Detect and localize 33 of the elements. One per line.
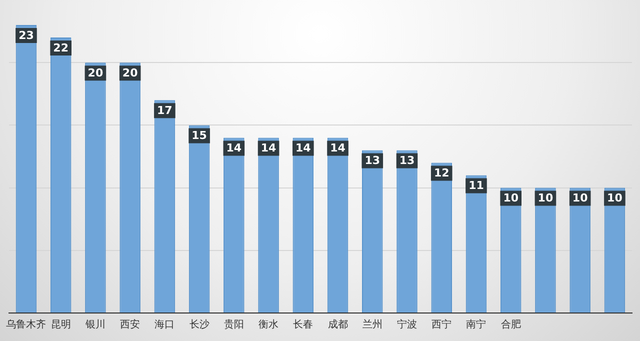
data-label: 20 [122, 66, 138, 80]
x-tick-label: 昆明 [50, 320, 71, 331]
x-tick-label: 衡水 [258, 318, 279, 331]
x-tick-label: 长春 [293, 318, 314, 331]
data-label: 20 [88, 66, 104, 80]
data-label: 10 [503, 192, 519, 205]
data-label: 13 [399, 154, 415, 168]
x-tick-label: 宁波 [396, 318, 417, 331]
data-label: 10 [572, 192, 588, 205]
data-label: 13 [364, 154, 380, 168]
data-label: 10 [607, 192, 623, 205]
x-tick-label: 南宁 [466, 318, 486, 331]
x-tick-label: 合肥 [500, 318, 521, 331]
x-tick-label: 海口 [154, 318, 175, 331]
x-tick-label: 乌鲁木齐 [6, 318, 46, 331]
x-tick-label: 银川 [84, 318, 106, 331]
data-label: 14 [330, 142, 346, 155]
x-tick-label: 成都 [328, 318, 348, 331]
x-tick-label: 长沙 [189, 318, 210, 331]
data-label: 10 [538, 192, 554, 205]
data-label: 14 [295, 142, 312, 155]
data-label: 15 [192, 129, 207, 142]
x-tick-label: 兰州 [362, 318, 382, 331]
x-tick-label: 西宁 [432, 318, 452, 331]
data-label: 17 [157, 104, 172, 118]
data-label: 11 [468, 179, 484, 192]
data-label: 14 [260, 142, 277, 155]
data-label: 12 [434, 166, 450, 180]
data-label: 23 [18, 28, 34, 42]
x-tick-label: 西安 [120, 318, 140, 331]
data-label: 14 [226, 142, 242, 155]
data-label: 22 [53, 41, 68, 54]
x-tick-label: 贵阳 [224, 318, 244, 331]
